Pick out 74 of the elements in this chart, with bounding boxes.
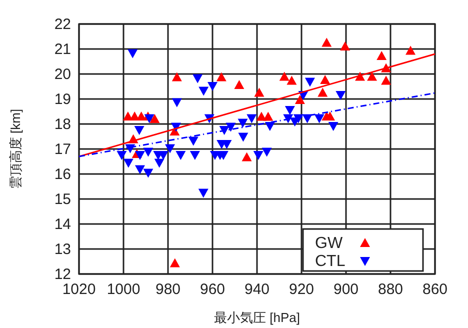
point <box>367 72 378 81</box>
point <box>328 122 338 131</box>
point <box>286 76 297 85</box>
x-tick-label: 880 <box>378 281 404 298</box>
point <box>116 151 127 160</box>
x-tick-label: 980 <box>155 281 181 298</box>
point <box>320 75 330 84</box>
point <box>208 82 218 91</box>
point <box>238 118 248 128</box>
point <box>234 80 244 89</box>
point <box>294 95 305 104</box>
point <box>284 106 295 115</box>
point <box>188 136 198 146</box>
y-tick-label: 20 <box>54 66 71 83</box>
x-tick-label: 960 <box>200 281 226 298</box>
y-tick-label: 16 <box>54 166 71 183</box>
x-tick-label: 920 <box>288 281 314 298</box>
point <box>128 49 138 58</box>
y-axis-title: 雲頂高度 [km] <box>8 108 23 190</box>
point <box>264 122 275 131</box>
y-tick-label: 14 <box>54 216 71 233</box>
point <box>262 148 272 157</box>
point <box>279 72 290 81</box>
y-tick-label: 19 <box>54 91 71 108</box>
y-tick-label: 15 <box>54 191 71 208</box>
point <box>172 98 182 108</box>
point <box>226 122 236 132</box>
y-tick-label: 12 <box>54 266 71 283</box>
point <box>253 151 264 160</box>
point <box>238 132 248 142</box>
point <box>406 46 416 55</box>
point <box>143 168 154 178</box>
point <box>355 72 366 81</box>
point <box>376 51 387 60</box>
point <box>192 74 203 84</box>
point <box>123 158 134 168</box>
point <box>176 151 186 160</box>
point <box>165 144 175 154</box>
point <box>144 114 154 124</box>
point <box>190 151 200 160</box>
x-tick-label: 860 <box>422 281 448 298</box>
point <box>381 76 392 85</box>
point <box>143 148 154 157</box>
point <box>340 42 350 50</box>
x-tick-label: 1000 <box>106 281 140 298</box>
y-tick-label: 18 <box>54 116 71 133</box>
y-tick-label: 17 <box>54 141 71 158</box>
point <box>154 158 164 168</box>
x-tick-label: 1020 <box>62 281 96 298</box>
point <box>304 78 315 87</box>
point <box>172 72 182 82</box>
point <box>150 114 160 123</box>
x-tick-label: 900 <box>333 281 359 298</box>
x-tick-label: 940 <box>244 281 270 298</box>
point <box>134 165 145 174</box>
point <box>336 91 346 100</box>
point <box>216 72 226 82</box>
y-tick-label: 21 <box>54 41 71 58</box>
point <box>314 114 324 124</box>
legend-label: CTL <box>315 253 346 270</box>
y-tick-label: 13 <box>54 241 71 258</box>
point <box>198 86 209 96</box>
x-axis-title: 最小気圧 [hPa] <box>214 310 300 325</box>
point <box>246 114 257 124</box>
point <box>318 88 328 97</box>
point <box>242 152 252 162</box>
point <box>134 151 145 160</box>
point <box>198 188 208 198</box>
point <box>263 112 274 121</box>
point <box>254 88 264 97</box>
point <box>134 126 144 135</box>
legend-label: GW <box>315 235 344 252</box>
point <box>322 38 332 47</box>
y-tick-label: 22 <box>54 16 71 33</box>
